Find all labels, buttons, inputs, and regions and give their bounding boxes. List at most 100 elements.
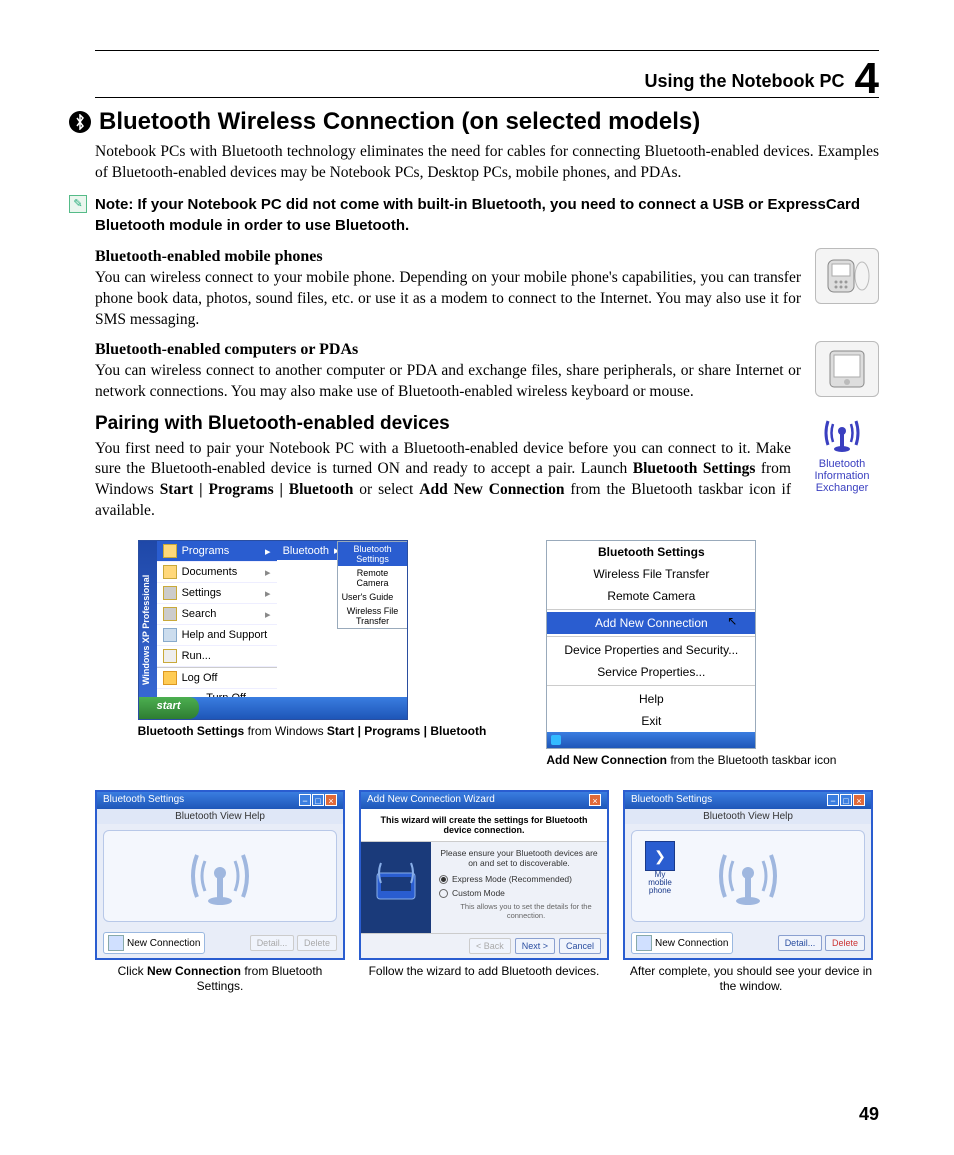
radio-icon — [439, 889, 448, 898]
delete-button: Delete — [297, 935, 337, 951]
ctx-item-devprops[interactable]: Device Properties and Security... — [547, 639, 755, 661]
ctx-separator — [547, 609, 755, 610]
cap-bold: New Connection — [147, 964, 241, 978]
menu-item-run[interactable]: Run... — [157, 646, 277, 667]
minimize-button[interactable]: − — [827, 794, 839, 806]
submenu-item-bluetooth[interactable]: Bluetooth▸ — [277, 541, 337, 560]
ctx-item-btsettings[interactable]: Bluetooth Settings — [547, 541, 755, 563]
cap-text: Click — [118, 964, 147, 978]
screenshot-row-2: Bluetooth Settings −□× Bluetooth View He… — [95, 790, 879, 994]
submenu-item-wft[interactable]: Wireless File Transfer — [338, 604, 408, 628]
maximize-button[interactable]: □ — [840, 794, 852, 806]
wizard-note: Please ensure your Bluetooth devices are… — [439, 848, 599, 868]
caption-2: Add New Connection from the Bluetooth ta… — [546, 753, 836, 768]
paired-device-icon[interactable]: ❯ My mobile phone — [642, 841, 678, 895]
cap-bold: Start | Programs | Bluetooth — [327, 724, 486, 738]
page-title: Bluetooth Wireless Connection (on select… — [99, 108, 700, 136]
radio-description: This allows you to set the details for t… — [439, 902, 599, 920]
submenu-bluetooth-items: Bluetooth Settings Remote Camera User's … — [337, 541, 408, 629]
note-block: ✎ Note: If your Notebook PC did not come… — [69, 195, 879, 236]
start-label: start — [157, 700, 181, 712]
wizard-sidebar-image — [361, 842, 431, 933]
start-button[interactable]: start — [139, 697, 199, 719]
delete-button[interactable]: Delete — [825, 935, 865, 951]
window-title-text: Bluetooth Settings — [103, 794, 184, 807]
window-menubar[interactable]: Bluetooth View Help — [97, 809, 343, 824]
add-connection-wizard: Add New Connection Wizard × This wizard … — [359, 790, 609, 960]
ctx-item-help[interactable]: Help — [547, 688, 755, 710]
close-button[interactable]: × — [325, 794, 337, 806]
section-mobile-phones: Bluetooth-enabled mobile phones You can … — [95, 248, 879, 331]
header-section-title: Using the Notebook PC — [645, 71, 845, 92]
menu-label: Wireless File Transfer — [342, 606, 404, 626]
close-button[interactable]: × — [853, 794, 865, 806]
maximize-button[interactable]: □ — [312, 794, 324, 806]
submenu-item-btsettings[interactable]: Bluetooth Settings — [338, 542, 408, 566]
back-button: < Back — [469, 938, 511, 954]
new-connection-button[interactable]: New Connection — [103, 932, 205, 954]
menu-label: Settings — [182, 587, 222, 599]
wizard-header: This wizard will create the settings for… — [361, 809, 607, 842]
menu-item-programs[interactable]: Programs▸ — [157, 541, 277, 562]
radio-icon — [439, 875, 448, 884]
bluetooth-icon — [69, 111, 91, 133]
bie-label-3: Exchanger — [805, 482, 879, 494]
section-pdas-body: You can wireless connect to another comp… — [95, 361, 801, 403]
pairing-bold-3: Add New Connection — [419, 481, 564, 498]
caption-5: After complete, you should see your devi… — [623, 964, 879, 994]
submenu-item-guide[interactable]: User's Guide — [338, 590, 408, 604]
cancel-button[interactable]: Cancel — [559, 938, 601, 954]
pairing-title: Pairing with Bluetooth-enabled devices — [95, 413, 791, 435]
antenna-icon — [185, 841, 255, 911]
menu-label: Programs — [182, 545, 230, 557]
ctx-item-exit[interactable]: Exit — [547, 710, 755, 732]
close-button[interactable]: × — [589, 794, 601, 806]
menu-item-logoff[interactable]: Log Off — [157, 667, 277, 689]
ctx-item-svcprops[interactable]: Service Properties... — [547, 661, 755, 683]
window-body — [103, 830, 337, 922]
detail-button: Detail... — [250, 935, 295, 951]
intro-paragraph: Notebook PCs with Bluetooth technology e… — [95, 142, 879, 184]
menu-item-settings[interactable]: Settings▸ — [157, 583, 277, 604]
minimize-button[interactable]: − — [299, 794, 311, 806]
mobile-phone-illustration — [815, 248, 879, 304]
submenu-item-camera[interactable]: Remote Camera — [338, 566, 408, 590]
menu-item-help[interactable]: Help and Support — [157, 625, 277, 646]
submenu-bluetooth: Bluetooth▸ — [277, 541, 337, 560]
menu-item-search[interactable]: Search▸ — [157, 604, 277, 625]
device-label: My mobile phone — [642, 871, 678, 895]
window-titlebar: Add New Connection Wizard × — [361, 792, 607, 809]
ctx-item-wft[interactable]: Wireless File Transfer — [547, 563, 755, 585]
note-icon: ✎ — [69, 195, 87, 213]
ctx-separator — [547, 636, 755, 637]
settings-icon — [163, 586, 177, 600]
radio-custom[interactable]: Custom Mode — [439, 888, 599, 898]
note-text: Note: If your Notebook PC did not come w… — [95, 195, 879, 236]
page-number: 49 — [859, 1104, 879, 1125]
ctx-item-camera[interactable]: Remote Camera — [547, 585, 755, 607]
menu-item-documents[interactable]: Documents▸ — [157, 562, 277, 583]
wizard-footer: < Back Next > Cancel — [361, 933, 607, 958]
ctx-item-addnew[interactable]: Add New Connection↖ — [547, 612, 755, 634]
chapter-number: 4 — [855, 59, 879, 99]
menu-label: Bluetooth Settings — [342, 544, 404, 564]
radio-express[interactable]: Express Mode (Recommended) — [439, 874, 599, 884]
newconn-icon — [108, 935, 124, 951]
search-icon — [163, 607, 177, 621]
next-button[interactable]: Next > — [515, 938, 555, 954]
caption-3: Click New Connection from Bluetooth Sett… — [95, 964, 345, 994]
start-menu-screenshot: Windows XP Professional Programs▸ Docume… — [138, 540, 408, 720]
new-connection-button[interactable]: New Connection — [631, 932, 733, 954]
section-pairing: Pairing with Bluetooth-enabled devices Y… — [95, 413, 879, 523]
window-title-text: Bluetooth Settings — [631, 794, 712, 807]
radio-label: Custom Mode — [452, 888, 505, 898]
window-body: ❯ My mobile phone — [631, 830, 865, 922]
window-menubar[interactable]: Bluetooth View Help — [625, 809, 871, 824]
help-icon — [163, 628, 177, 642]
bt-settings-window-empty: Bluetooth Settings −□× Bluetooth View He… — [95, 790, 345, 960]
window-footer: New Connection Detail... Delete — [97, 928, 343, 958]
detail-button[interactable]: Detail... — [778, 935, 823, 951]
menu-label: Bluetooth — [283, 545, 329, 557]
menu-label: Help and Support — [182, 629, 268, 641]
ctx-taskbar — [547, 732, 755, 748]
